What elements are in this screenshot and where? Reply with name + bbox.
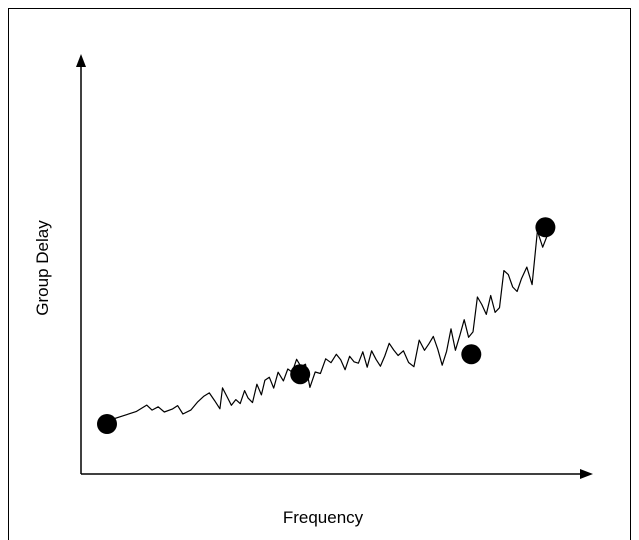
data-point-marker-2: [461, 344, 482, 365]
x-axis-title: Frequency: [283, 508, 364, 527]
figure-frame: [8, 8, 631, 540]
marker-layer: [97, 217, 556, 434]
y-axis-arrowhead: [76, 54, 86, 67]
data-point-marker-0: [97, 414, 117, 434]
data-point-marker-1: [290, 364, 311, 385]
series-line-0: [106, 230, 549, 422]
series-layer: [106, 230, 549, 422]
data-point-marker-3: [535, 217, 556, 238]
y-axis-title: Group Delay: [33, 220, 52, 316]
x-axis-arrowhead: [580, 469, 593, 479]
